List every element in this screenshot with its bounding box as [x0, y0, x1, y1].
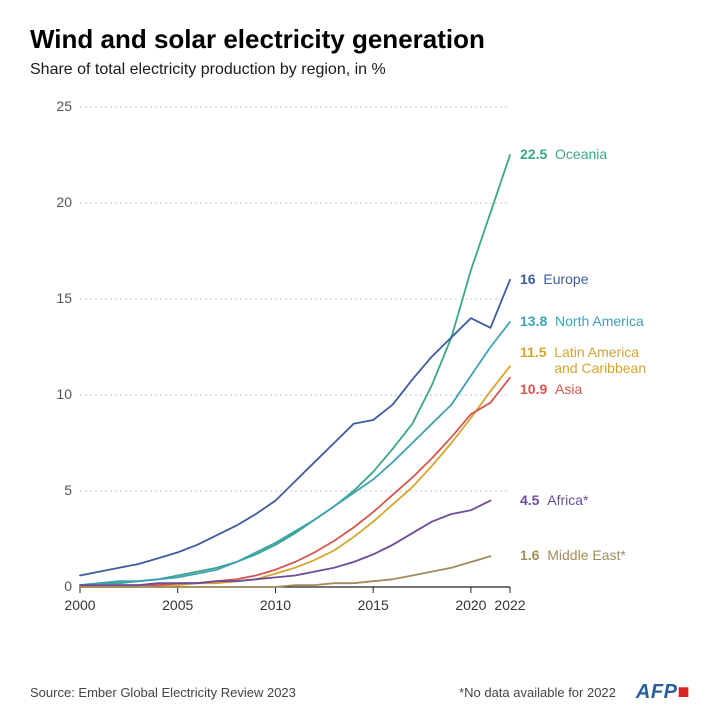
chart-area: 0 5 10 15 20 25 2000 2005 2010 2015 2020 2022 22.5 O… [30, 97, 690, 617]
source-text: Source: Ember Global Electricity Review … [30, 685, 296, 700]
series-label-LatinAmerica: 11.5 Latin America11.5 and Caribbean [520, 344, 646, 376]
y-tick-label: 15 [42, 290, 72, 306]
y-tick-label: 20 [42, 194, 72, 210]
y-tick-label: 25 [42, 98, 72, 114]
afp-logo: AFP■ [636, 681, 690, 704]
series-label-NorthAmerica: 13.8 North America [520, 313, 644, 329]
x-tick-label: 2005 [162, 597, 193, 613]
footer: Source: Ember Global Electricity Review … [30, 681, 690, 704]
footnote-text: *No data available for 2022 [459, 685, 616, 700]
series-label-Asia: 10.9 Asia [520, 381, 582, 397]
series-label-Africa: 4.5 Africa* [520, 492, 588, 508]
x-tick-label: 2015 [358, 597, 389, 613]
series-label-Europe: 16 Europe [520, 271, 589, 287]
series-label-MiddleEast: 1.6 Middle East* [520, 547, 626, 563]
chart-title: Wind and solar electricity generation [30, 24, 690, 55]
y-tick-label: 10 [42, 386, 72, 402]
y-tick-label: 0 [42, 578, 72, 594]
y-tick-label: 5 [42, 482, 72, 498]
series-label-Oceania: 22.5 Oceania [520, 146, 607, 162]
x-tick-label: 2020 [455, 597, 486, 613]
x-tick-label: 2000 [64, 597, 95, 613]
chart-container: Wind and solar electricity generation Sh… [0, 0, 720, 720]
chart-subtitle: Share of total electricity production by… [30, 61, 690, 79]
x-tick-label: 2010 [260, 597, 291, 613]
x-tick-label: 2022 [494, 597, 525, 613]
